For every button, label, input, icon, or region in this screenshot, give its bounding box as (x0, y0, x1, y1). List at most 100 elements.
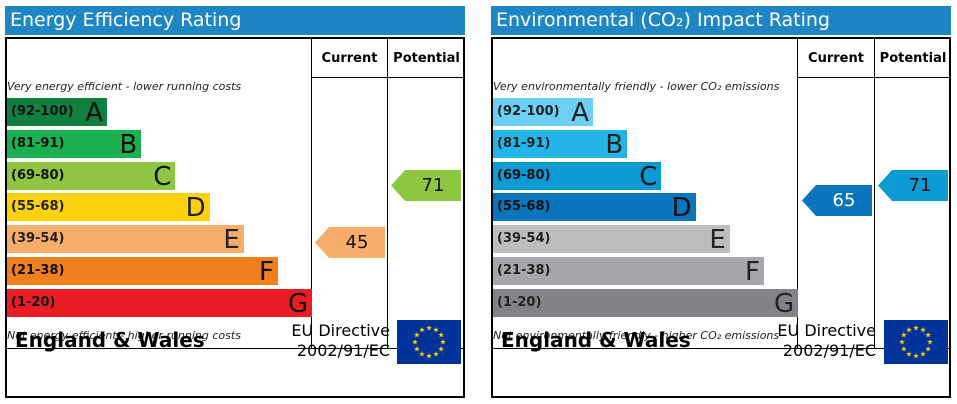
chart-frame (491, 37, 951, 398)
star-icon (433, 326, 439, 333)
potential-rating-arrow: 71 (878, 169, 948, 201)
band-range-label: (55-68) (497, 199, 551, 215)
eu-flag-icon (397, 320, 461, 364)
star-icon (927, 339, 933, 345)
star-icon (433, 351, 439, 357)
top-note: Very energy efficient - lower running co… (7, 80, 242, 93)
bottom-note: Not environmentally friendly - higher CO… (493, 329, 780, 342)
band-range-label: (39-54) (497, 231, 551, 247)
band-letter: G (288, 288, 309, 319)
star-icon (414, 332, 420, 338)
band-range-label: (55-68) (11, 199, 65, 215)
eu-directive: EU Directive 2002/91/EC (761, 321, 876, 361)
current-rating-arrow: 45 (315, 227, 385, 258)
star-icon (426, 325, 432, 331)
star-icon (438, 332, 444, 338)
band-letter: A (85, 98, 103, 128)
column-divider (874, 37, 875, 349)
band-letter: E (709, 225, 726, 256)
star-icon (899, 339, 905, 345)
star-icon (920, 326, 926, 333)
star-icon (906, 326, 912, 333)
column-divider (311, 37, 312, 349)
star-icon (925, 346, 931, 352)
star-icon (412, 339, 418, 345)
directive-line-1: EU Directive (777, 321, 876, 340)
star-icon (901, 332, 907, 338)
band-c: (69-80) C (493, 161, 662, 192)
band-letter: D (185, 193, 206, 224)
current-header: Current (321, 51, 378, 66)
directive-line-1: EU Directive (291, 321, 390, 340)
arrow-shape (391, 169, 461, 201)
star-icon (419, 326, 425, 333)
directive-line-2: 2002/91/EC (296, 341, 390, 360)
bottom-note: Not energy efficient - higher running co… (7, 329, 241, 342)
band-letter: E (223, 225, 240, 256)
band-d: (55-68) D (7, 193, 210, 224)
star-icon (925, 332, 931, 338)
arrow-shape (315, 227, 385, 258)
current-rating-value: 65 (832, 189, 856, 211)
star-icon (426, 353, 432, 359)
band-range-label: (69-80) (497, 167, 551, 183)
eu-directive: EU Directive 2002/91/EC (275, 321, 390, 361)
band-e: (39-54) E (7, 225, 244, 256)
band-letter: D (671, 193, 692, 224)
potential-rating-arrow: 71 (391, 169, 461, 201)
band-range-label: (69-80) (11, 167, 65, 183)
chart-frame (5, 37, 465, 398)
current-rating-value: 45 (345, 232, 369, 253)
band-b: (81-91) B (493, 129, 628, 160)
band-e: (39-54) E (493, 225, 730, 256)
band-letter: F (259, 257, 274, 287)
band-range-label: (81-91) (497, 135, 551, 151)
column-divider (797, 37, 798, 349)
arrow-shape (878, 169, 948, 201)
band-letter: G (774, 288, 795, 319)
band-range-label: (39-54) (11, 231, 65, 247)
band-range-label: (21-38) (497, 263, 551, 278)
band-g: (1-20) G (7, 288, 313, 319)
band-f: (21-38) F (7, 257, 278, 287)
footer-region: England & Wales (15, 328, 205, 352)
top-note: Very environmentally friendly - lower CO… (493, 80, 780, 93)
potential-header: Potential (393, 51, 460, 66)
band-letter: F (745, 257, 760, 287)
band-range-label: (1-20) (11, 294, 56, 310)
star-icon (920, 351, 926, 357)
star-icon (913, 325, 919, 331)
band-g: (1-20) G (493, 288, 799, 319)
band-letter: C (153, 161, 172, 192)
star-icon (906, 351, 912, 357)
band-range-label: (92-100) (497, 104, 560, 119)
footer-region: England & Wales (501, 328, 691, 352)
band-b: (81-91) B (7, 129, 142, 160)
star-icon (913, 353, 919, 359)
band-letter: B (119, 129, 138, 160)
directive-line-2: 2002/91/EC (782, 341, 876, 360)
band-d: (55-68) D (493, 193, 696, 224)
arrow-shape (802, 184, 872, 216)
header-divider (311, 77, 465, 78)
star-icon (414, 346, 420, 352)
band-range-label: (1-20) (497, 294, 542, 310)
eu-flag-icon (884, 320, 948, 364)
star-icon (438, 346, 444, 352)
band-f: (21-38) F (493, 257, 764, 287)
band-range-label: (21-38) (11, 263, 65, 278)
band-a: (92-100) A (493, 98, 593, 128)
band-c: (69-80) C (7, 161, 176, 192)
band-range-label: (92-100) (11, 104, 74, 119)
band-range-label: (81-91) (11, 135, 65, 151)
band-letter: B (605, 129, 624, 160)
band-a: (92-100) A (7, 98, 107, 128)
star-icon (440, 339, 446, 345)
panel-title: Energy Efficiency Rating (5, 6, 465, 35)
footer-divider (491, 348, 951, 349)
current-header: Current (808, 51, 864, 66)
footer-divider (5, 348, 465, 349)
star-icon (901, 346, 907, 352)
current-rating-arrow: 65 (802, 184, 872, 216)
potential-rating-value: 71 (421, 174, 445, 196)
